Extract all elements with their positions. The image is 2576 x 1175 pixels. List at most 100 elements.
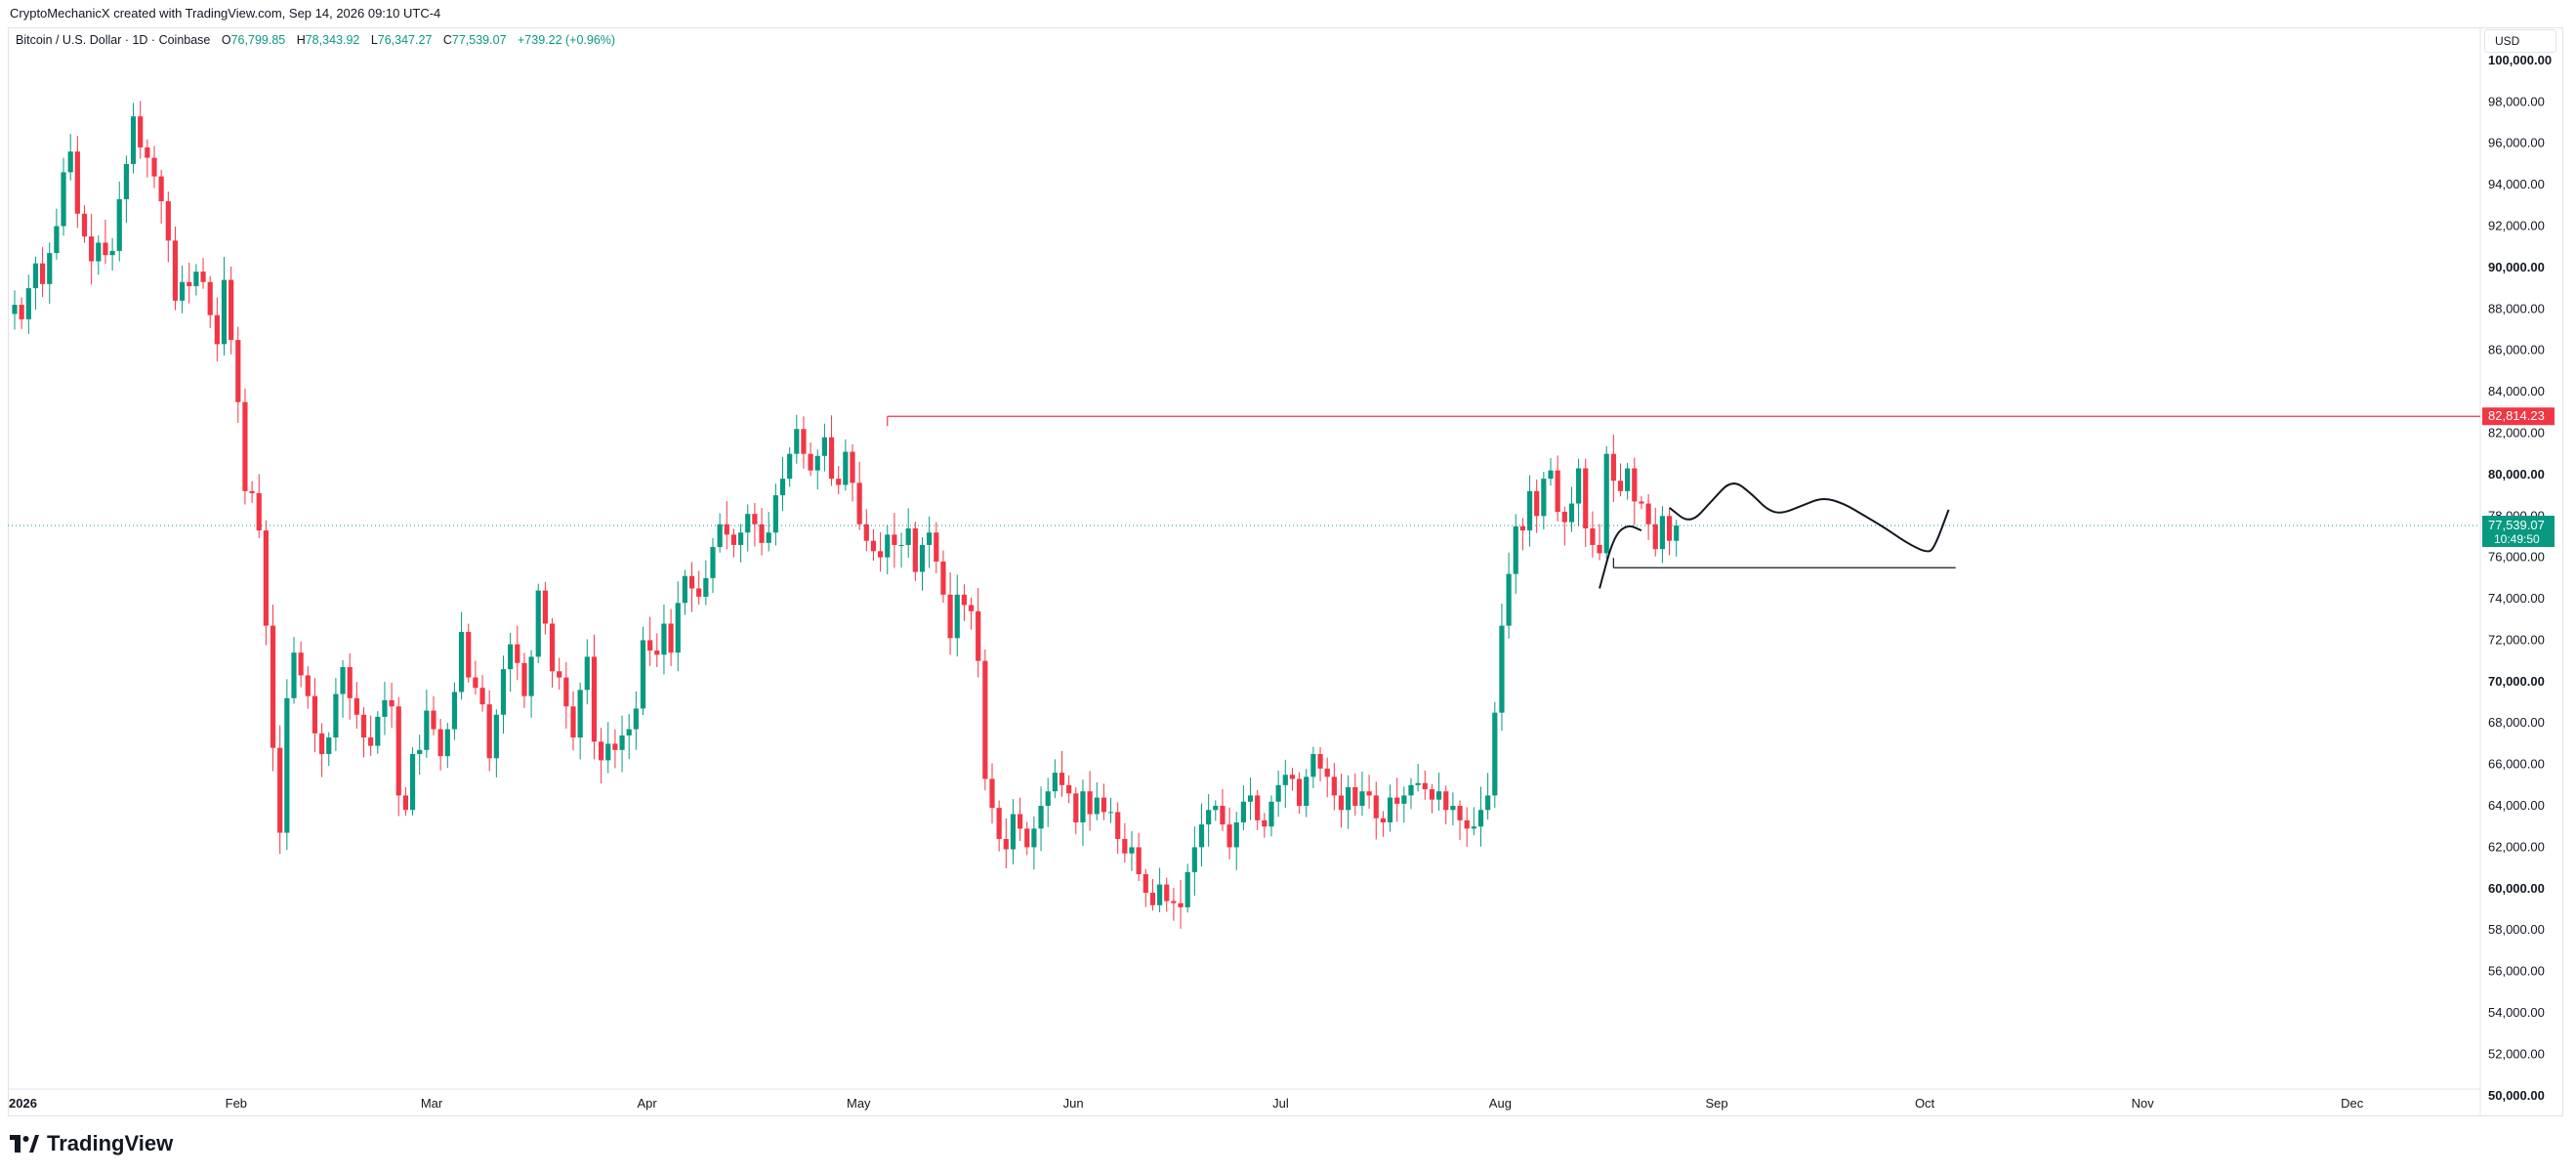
y-tick-label: 70,000.00 [2488,674,2545,689]
candle-body [459,631,465,692]
candle-body [772,495,778,533]
candle-body [1191,847,1197,872]
candle-body [1346,786,1351,811]
candle-body [138,116,144,147]
candle-body [1645,503,1651,525]
candle-body [1632,468,1638,502]
y-tick-label: 90,000.00 [2488,260,2545,274]
candle-body [1206,810,1212,825]
candle-body [1506,573,1512,626]
candle-body [640,640,646,709]
candle-body [668,623,674,653]
y-tick-label: 92,000.00 [2488,218,2545,232]
candle-body [885,534,891,558]
candle-body [89,236,95,262]
candle-body [417,749,423,755]
candle-body [549,623,556,672]
candle-body [1415,782,1421,785]
candle-body [277,747,283,833]
candle-body [1352,786,1358,807]
candle-body [508,644,514,670]
candle-body [688,575,695,589]
candle-body [843,451,849,485]
y-tick-label: 72,000.00 [2488,632,2545,647]
candle-body [116,198,122,251]
candle-body [368,737,374,746]
y-tick-label: 76,000.00 [2488,550,2545,565]
last-price-tag [2482,516,2555,548]
candle-body [1338,795,1345,811]
y-tick-label: 62,000.00 [2488,839,2545,854]
candle-body [207,281,213,315]
candle-body [961,594,967,606]
candle-body [1561,512,1567,523]
candle-body [395,706,401,796]
x-tick-label: Jul [1272,1096,1289,1111]
candle-body [1143,873,1148,894]
tradingview-logo-icon [10,1135,39,1153]
tradingview-logo[interactable]: TradingView [10,1131,173,1156]
candle-body [1387,797,1393,822]
candle-body [794,429,800,454]
candle-body [898,544,904,546]
candle-body [647,640,653,651]
candle-body [1485,795,1491,811]
currency-label: USD [2495,34,2520,48]
candle-body [912,527,918,572]
candle-body [54,226,60,254]
candle-body [130,116,137,164]
y-tick-label: 88,000.00 [2488,301,2545,315]
candle-body [1625,468,1631,491]
candle-body [1107,812,1114,814]
candle-body [989,778,995,809]
candle-body [563,677,569,707]
candle-body [1534,490,1540,517]
candle-body [473,677,478,689]
candle-body [1408,784,1414,796]
y-tick-label: 82,000.00 [2488,425,2545,440]
candle-body [409,754,416,811]
candle-body [738,532,744,545]
symbol-label[interactable]: Bitcoin / U.S. Dollar · 1D · Coinbase [16,33,211,47]
candle-body [1164,884,1170,902]
candle-body [270,625,276,748]
candle-body [1268,801,1274,827]
candle-body [982,660,988,779]
candle-body [1080,791,1086,822]
candle-body [193,272,199,286]
candle-body [696,588,702,597]
y-tick-label: 68,000.00 [2488,715,2545,730]
candle-body [682,575,687,604]
candle-body [584,656,590,691]
currency-selector[interactable]: USD [2484,29,2556,53]
candle-body [1220,806,1226,825]
x-tick-label: Dec [2341,1096,2364,1111]
candle-body [557,671,562,678]
candle-body [151,157,157,177]
candle-body [1122,838,1128,854]
candle-body [717,524,723,548]
y-tick-label: 56,000.00 [2488,964,2545,979]
candle-body [221,279,228,345]
candle-body [187,281,192,286]
candle-body [619,734,625,750]
candle-body [787,453,793,480]
candle-body [1171,901,1177,903]
candle-body [1289,775,1296,779]
candle-body [61,172,66,227]
candle-body [172,240,179,301]
candle-body [836,479,842,485]
candle-body [1590,527,1596,545]
candle-body [1443,791,1449,811]
candle-body [1464,819,1470,829]
open-label: O [221,33,231,47]
candle-body [1262,819,1267,827]
candle-body [612,743,618,750]
candle-body [863,524,869,541]
candle-body [801,429,807,454]
candle-body [235,340,241,402]
candle-body [766,532,771,543]
candle-body [1576,468,1582,504]
y-tick-label: 94,000.00 [2488,177,2545,191]
